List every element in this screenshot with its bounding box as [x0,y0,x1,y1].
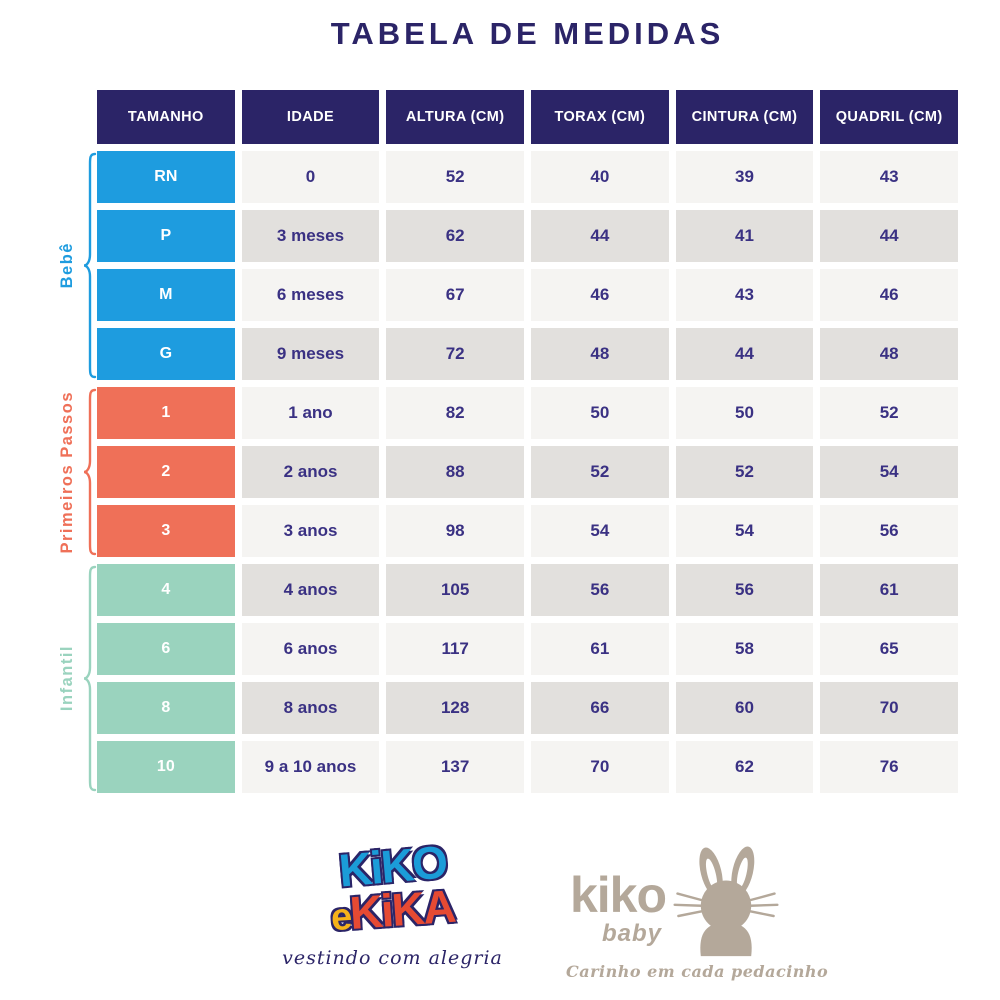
table-cell: 61 [531,623,669,675]
size-cell: 1 [97,387,235,439]
table-cell: 62 [675,741,814,793]
group-section-infantil: Infantil [38,564,98,793]
group-label: Bebê [58,242,76,289]
size-cell: P [97,210,235,262]
table-cell: 52 [531,446,669,498]
table-cell: 65 [820,623,958,675]
table-cell: 56 [531,564,669,616]
table-cell: 54 [675,505,814,557]
group-section-primeiros-passos: Primeiros Passos [38,387,98,557]
table-cell: 60 [675,682,814,734]
table-cell: 67 [386,269,524,321]
table-cell: 3 anos [241,505,380,557]
table-cell: 128 [386,682,524,734]
size-cell: 4 [97,564,235,616]
table-cell: 52 [675,446,814,498]
size-cell: 6 [97,623,235,675]
table-cell: 82 [386,387,524,439]
table-cell: 66 [531,682,669,734]
table-cell: 41 [675,210,814,262]
table-cell: 43 [820,151,958,203]
table-cell: 54 [820,446,958,498]
table-cell: 48 [531,328,669,380]
table-cell: 6 meses [241,269,380,321]
table-cell: 88 [386,446,524,498]
kiko-baby-logo: kiko baby [566,846,829,981]
size-cell: 3 [97,505,235,557]
table-cell: 0 [241,151,380,203]
column-header: CINTURA (CM) [675,90,814,144]
table-cell: 40 [531,151,669,203]
table-cell: 58 [675,623,814,675]
column-header: ALTURA (CM) [386,90,524,144]
group-brace [83,388,97,556]
table-cell: 61 [820,564,958,616]
table-cell: 98 [386,505,524,557]
size-cell: 8 [97,682,235,734]
table-cell: 105 [386,564,524,616]
size-cell: M [97,269,235,321]
table-cell: 52 [386,151,524,203]
table-cell: 70 [820,682,958,734]
table-cell: 2 anos [241,446,380,498]
table-cell: 6 anos [241,623,380,675]
table-cell: 39 [675,151,814,203]
size-cell: G [97,328,235,380]
column-header: TORAX (CM) [531,90,669,144]
group-brace [83,152,97,379]
size-cell: 10 [97,741,235,793]
column-header: IDADE [241,90,380,144]
group-label: Primeiros Passos [58,390,76,554]
group-label: Infantil [58,645,76,712]
table-cell: 62 [386,210,524,262]
size-cell: 2 [97,446,235,498]
group-brace [83,565,97,792]
table-cell: 44 [675,328,814,380]
table-cell: 9 a 10 anos [241,741,380,793]
table-cell: 50 [531,387,669,439]
table-cell: 72 [386,328,524,380]
baby-text: baby [602,920,663,947]
table-cell: 117 [386,623,524,675]
page-title: TABELA DE MEDIDAS [330,16,725,51]
table-cell: 3 meses [241,210,380,262]
kiko-e-kika-logo: KiKO eKiKA vestindo com alegria [280,835,505,970]
table-cell: 137 [386,741,524,793]
table-cell: 48 [820,328,958,380]
table-cell: 54 [531,505,669,557]
bunny-icon [673,846,779,957]
table-cell: 46 [820,269,958,321]
group-section-bebê: Bebê [38,151,98,380]
table-cell: 52 [820,387,958,439]
table-cell: 76 [820,741,958,793]
brand1-tagline: vestindo com alegria [282,947,503,970]
brand2-tagline: Carinho em cada pedacinho [566,962,829,981]
table-cell: 70 [531,741,669,793]
kiko-baby-wordmark: kiko [569,866,667,923]
table-cell: 43 [675,269,814,321]
table-cell: 56 [675,564,814,616]
table-cell: 50 [675,387,814,439]
column-header: QUADRIL (CM) [820,90,958,144]
kika-text: KiKA [348,880,456,940]
table-cell: 9 meses [241,328,380,380]
table-cell: 44 [820,210,958,262]
table-cell: 44 [531,210,669,262]
column-header: TAMANHO [97,90,235,144]
table-cell: 1 ano [241,387,380,439]
table-cell: 56 [820,505,958,557]
measurements-table: TAMANHO IDADE ALTURA (CM) TORAX (CM) CINTURA… [97,90,958,793]
kiko-baby-row: kiko baby [566,846,786,958]
kiko-baby-words: kiko baby [569,866,667,959]
table-cell: 46 [531,269,669,321]
table-cell: 4 anos [241,564,380,616]
size-cell: RN [97,151,235,203]
table-cell: 8 anos [241,682,380,734]
